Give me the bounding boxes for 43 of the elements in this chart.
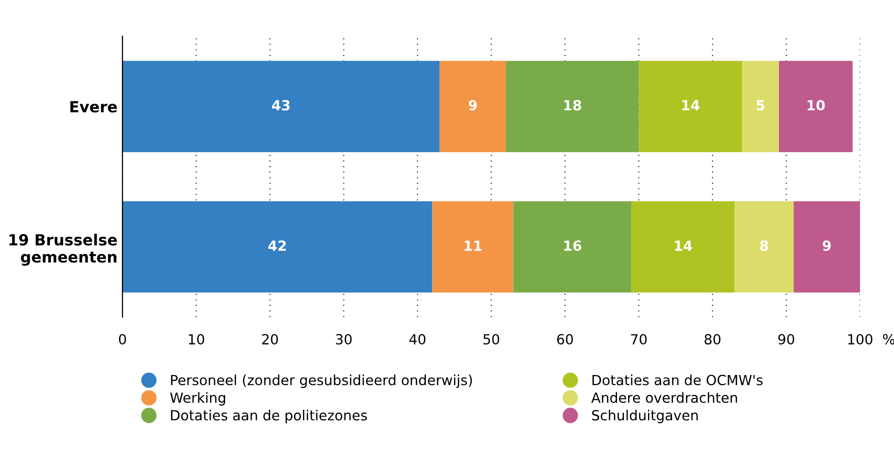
bar bbox=[432, 201, 514, 293]
data-label: 8 bbox=[760, 240, 768, 251]
data-label: 42 bbox=[268, 240, 286, 251]
x-tick-label: 70 bbox=[631, 334, 647, 345]
x-tick-label: 30 bbox=[336, 334, 352, 345]
data-label: 11 bbox=[464, 240, 482, 251]
data-label: 9 bbox=[468, 100, 477, 110]
data-label: 43 bbox=[272, 100, 290, 110]
data-label: 18 bbox=[564, 100, 582, 110]
bar bbox=[631, 201, 735, 293]
data-label: 14 bbox=[674, 240, 692, 251]
x-tick-label: 10 bbox=[188, 334, 204, 345]
bar bbox=[440, 60, 506, 152]
x-tick-label: 100 bbox=[848, 334, 872, 345]
legend-label: Werking bbox=[170, 392, 226, 406]
x-tick-label: 80 bbox=[704, 334, 720, 345]
bar bbox=[794, 201, 860, 293]
bar bbox=[778, 60, 853, 152]
bar bbox=[638, 60, 742, 152]
bar bbox=[513, 201, 632, 293]
data-label: 9 bbox=[822, 240, 831, 251]
bar bbox=[122, 60, 440, 152]
data-label: 10 bbox=[808, 100, 825, 110]
bar bbox=[734, 201, 794, 293]
data-label: 14 bbox=[682, 100, 700, 110]
x-tick-label: 0 bbox=[118, 334, 126, 345]
y-tick-label: Evere bbox=[70, 101, 117, 112]
legend-label: Dotaties aan de politiezones bbox=[171, 410, 367, 424]
legend-label: Andere overdrachten bbox=[591, 392, 737, 403]
legend-label: Schulduitgaven bbox=[592, 410, 698, 424]
bar bbox=[506, 60, 639, 152]
x-tick-label: 40 bbox=[409, 334, 426, 345]
x-tick-label: 50 bbox=[483, 334, 500, 345]
x-tick-label: 90 bbox=[778, 334, 794, 345]
x-tick-label: 20 bbox=[262, 334, 278, 345]
bar bbox=[122, 201, 432, 293]
x-tick-label: 60 bbox=[557, 334, 573, 345]
legend-label: Personeel (zonder gesubsidieerd onderwijs) bbox=[171, 374, 472, 388]
data-label: 16 bbox=[564, 240, 582, 251]
bar bbox=[742, 60, 779, 152]
legend-label: Dotaties aan de OCMW's bbox=[592, 374, 763, 386]
y-tick-label: 19 Brusselse gemeenten bbox=[9, 234, 117, 266]
data-label: 5 bbox=[756, 100, 764, 110]
